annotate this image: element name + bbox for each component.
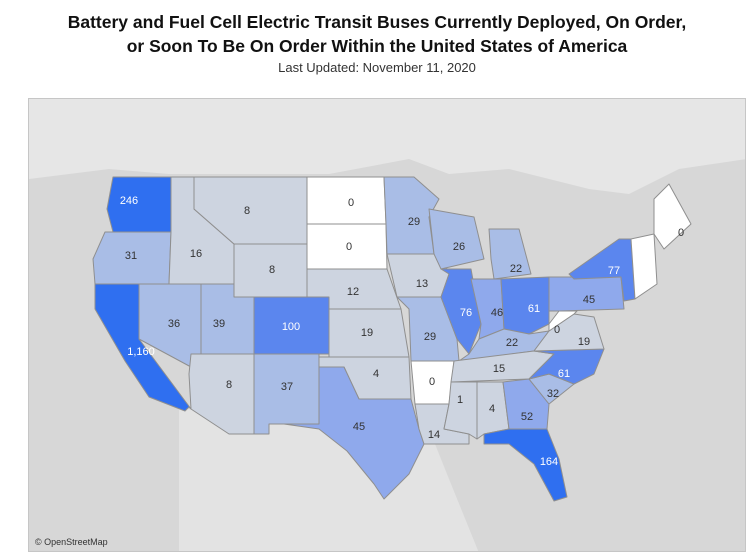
- state-il[interactable]: [440, 268, 482, 355]
- state-label-ar: 0: [429, 376, 435, 388]
- state-label-la: 14: [428, 429, 440, 441]
- state-mi[interactable]: [488, 228, 532, 280]
- state-label-mi: 22: [510, 263, 522, 275]
- state-label-tx: 45: [353, 421, 365, 433]
- state-label-tn: 15: [493, 363, 505, 375]
- state-label-ia: 13: [416, 278, 428, 290]
- state-oh[interactable]: [500, 276, 550, 335]
- canada-land: [29, 99, 745, 194]
- state-label-ut: 39: [213, 318, 225, 330]
- state-label-ky: 22: [506, 337, 518, 349]
- state-label-me: 0: [678, 227, 684, 239]
- state-label-co: 100: [282, 321, 300, 333]
- state-label-wi: 26: [453, 241, 465, 253]
- state-label-ms: 1: [457, 394, 463, 406]
- map-attribution: © OpenStreetMap: [35, 537, 108, 547]
- state-label-nv: 36: [168, 318, 180, 330]
- state-ga[interactable]: [502, 378, 550, 430]
- state-wa[interactable]: [106, 176, 172, 233]
- state-label-or: 31: [125, 250, 137, 262]
- state-nm[interactable]: [253, 353, 320, 435]
- state-label-sc: 32: [547, 388, 559, 400]
- state-label-in: 46: [491, 307, 503, 319]
- state-tx[interactable]: [283, 366, 425, 500]
- state-label-nd: 0: [348, 197, 354, 209]
- state-me[interactable]: [653, 183, 692, 250]
- state-wi[interactable]: [428, 208, 485, 270]
- state-label-ga: 52: [521, 411, 533, 423]
- state-new-england[interactable]: [630, 233, 658, 300]
- state-ny[interactable]: [568, 238, 636, 302]
- state-label-ca: 1,160: [127, 346, 155, 358]
- state-label-mn: 29: [408, 216, 420, 228]
- state-label-al: 4: [489, 403, 495, 415]
- state-label-ne: 12: [347, 286, 359, 298]
- state-label-ks: 19: [361, 327, 373, 339]
- us-choropleth-map[interactable]: 246 31 1,160 16 36 8 8 39 8 100 37 0 0 12 19 4 45 29 13 29 0…: [28, 98, 746, 552]
- states-layer: [92, 176, 692, 502]
- state-labels-layer: 246311,160163688398100370012194452913290…: [120, 195, 684, 468]
- state-label-va: 19: [578, 336, 590, 348]
- state-label-fl: 164: [540, 456, 558, 468]
- title-line-1: Battery and Fuel Cell Electric Transit B…: [67, 12, 687, 32]
- state-label-wv: 0: [554, 324, 560, 336]
- state-nc[interactable]: [528, 348, 605, 385]
- state-label-sd: 0: [346, 241, 352, 253]
- map-title: Battery and Fuel Cell Electric Transit B…: [0, 10, 754, 58]
- state-label-wa: 246: [120, 195, 138, 207]
- state-label-mo: 29: [424, 331, 436, 343]
- state-fl[interactable]: [483, 428, 568, 502]
- state-nd[interactable]: [306, 176, 387, 225]
- state-label-nm: 37: [281, 381, 293, 393]
- map-canvas: 246311,160163688398100370012194452913290…: [29, 99, 745, 551]
- state-label-ok: 4: [373, 368, 379, 380]
- state-label-oh: 61: [528, 303, 540, 315]
- state-label-nc: 61: [558, 368, 570, 380]
- state-label-az: 8: [226, 379, 232, 391]
- state-label-il: 76: [460, 307, 472, 319]
- state-label-id: 16: [190, 248, 202, 260]
- state-label-pa: 45: [583, 294, 595, 306]
- state-wv[interactable]: [548, 310, 578, 332]
- title-line-2: or Soon To Be On Order Within the United…: [126, 36, 628, 56]
- state-label-ny: 77: [608, 265, 620, 277]
- state-label-mt: 8: [244, 205, 250, 217]
- state-label-wy: 8: [269, 264, 275, 276]
- last-updated: Last Updated: November 11, 2020: [278, 60, 476, 75]
